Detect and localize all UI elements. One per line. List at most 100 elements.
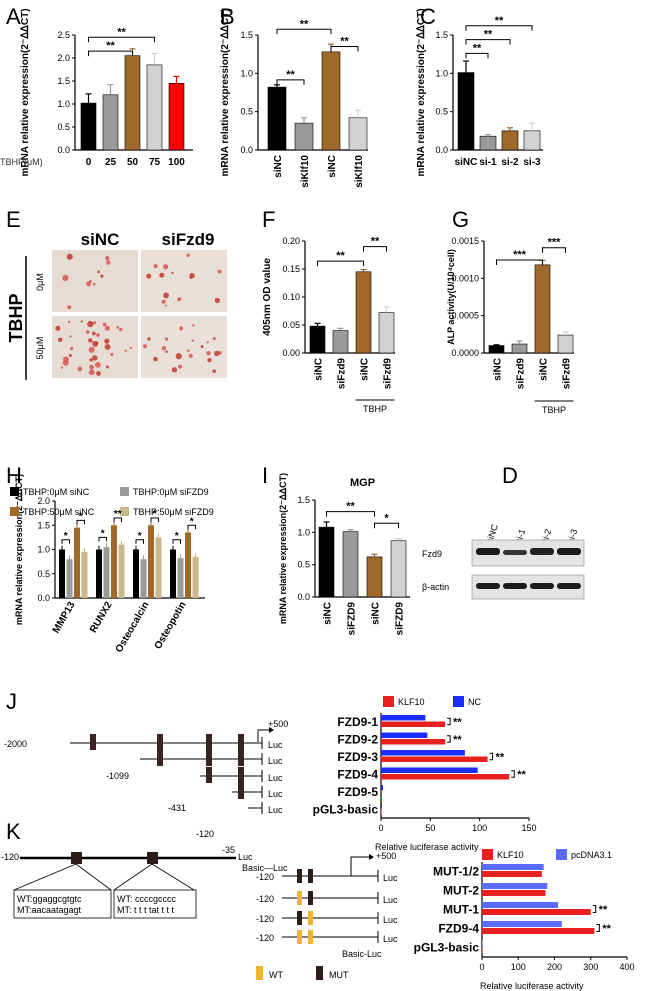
stain-dot	[161, 345, 167, 351]
stain-dot	[153, 264, 158, 269]
blot-band-fzd9-si1	[503, 550, 527, 555]
bar	[381, 715, 426, 721]
legend-swatch	[383, 696, 394, 707]
panel-e-row-label-50: 50μM	[35, 337, 45, 360]
bar	[381, 756, 488, 762]
x-tick-label: 100	[511, 962, 526, 972]
chart-c: 0.0 0.5 1.0 1.5 mRNA relative expression(2⁻ᐃ…	[416, 8, 543, 177]
blot-band-actin-si2	[530, 583, 554, 589]
significance-bracket	[88, 36, 155, 43]
k-mut-site	[308, 891, 313, 905]
k-tss-arrowhead	[369, 854, 374, 860]
stain-dot	[129, 346, 132, 349]
k-mut-site	[297, 869, 302, 883]
k-legend-mut-label: MUT	[329, 970, 349, 980]
k-legend-wt-label: WT	[269, 970, 283, 980]
significance-bracket	[465, 39, 511, 45]
micrograph-sinc-0um	[52, 250, 138, 312]
bar	[348, 117, 368, 151]
stain-dot	[97, 270, 101, 274]
bar	[381, 767, 478, 773]
significance-bracket	[465, 25, 533, 31]
k-seq-box-1	[13, 889, 112, 919]
stain-dot	[177, 297, 182, 302]
x-tick-label: 100	[168, 157, 185, 168]
y-tick-label: 1.5	[240, 30, 253, 40]
panel-letter-h: H	[6, 463, 22, 488]
bar	[111, 525, 117, 598]
stain-dot	[159, 272, 165, 278]
significance-bracket	[326, 511, 375, 517]
y-category-label: pGL3-basic	[313, 802, 379, 816]
stain-dot	[110, 352, 114, 357]
panel-letter-j: J	[6, 689, 17, 714]
stain-dot	[85, 330, 90, 334]
legend-swatch	[10, 507, 19, 516]
stain-dot	[104, 325, 110, 331]
bar	[177, 558, 184, 598]
bar	[80, 102, 97, 151]
panel-letter-c: C	[420, 4, 436, 29]
stain-dot	[89, 364, 94, 370]
chart-h: 0.0 0.5 1.0 1.5 2.0 mRNA relative expression(…	[10, 474, 214, 655]
stain-dot	[80, 320, 83, 323]
bar	[482, 864, 544, 870]
j-binding-site	[206, 750, 212, 766]
j-binding-site	[90, 734, 96, 750]
bar	[482, 890, 546, 896]
k-mt2: MT: t t t tat t t t	[117, 905, 175, 915]
bar	[74, 527, 80, 598]
y-tick-label: 0.5	[57, 122, 70, 132]
stain-dot	[55, 325, 61, 331]
significance-bracket	[374, 522, 399, 529]
legend-swatch	[120, 507, 129, 516]
bar	[381, 802, 382, 808]
legend-label: TBHP:0μM siFZD9	[133, 487, 209, 497]
stain-dot	[212, 369, 217, 374]
micrograph-sifzd9-0um	[141, 250, 227, 312]
significance-label: *	[153, 509, 157, 520]
bar	[479, 135, 497, 151]
significance-bracket	[187, 524, 196, 530]
stain-dot	[164, 337, 169, 341]
bar	[501, 130, 519, 151]
stain-dot	[88, 338, 93, 343]
chart-j: 0 50 100 150 Relative luciferase activity KLF…	[313, 696, 537, 852]
stain-dot	[88, 369, 95, 376]
x-tick-label: siNC	[371, 602, 382, 625]
j-binding-site	[157, 734, 163, 750]
stain-dot	[88, 346, 95, 353]
stain-dot	[116, 326, 120, 329]
bar	[148, 525, 154, 598]
stain-dot	[214, 297, 220, 304]
stain-dot	[164, 304, 167, 307]
panel-d-western-blot: siNC si-1 si-2 si-3 Fzd9 β-actin	[422, 523, 585, 600]
k-wt1: WT:ggaggcgtgtc	[17, 894, 82, 904]
blot-band-fzd9-si3	[557, 548, 581, 555]
y-tick-label: 0.0010	[451, 273, 479, 283]
y-tick-label: 1.0	[240, 68, 253, 78]
x-tick-label: 50	[425, 823, 435, 833]
stain-dot	[77, 366, 83, 372]
stain-dot	[206, 341, 209, 344]
y-tick-label: 0.0005	[451, 311, 479, 321]
x-tick-label: siFzd9	[562, 358, 573, 390]
bar	[482, 883, 548, 889]
significance-bracket	[489, 752, 494, 761]
panel-letter-f: F	[262, 207, 275, 232]
bar	[103, 547, 110, 598]
k-construct-label: -120	[256, 933, 274, 943]
micrograph-sifzd9-50um	[141, 316, 227, 378]
panel-letter-e: E	[6, 207, 21, 232]
panel-e-micrographs: siNC siFzd9 TBHP 0μM 50μM	[6, 230, 227, 380]
panel-letter-g: G	[452, 207, 469, 232]
j-luc-label: Luc	[268, 789, 283, 799]
significance-label: ***	[548, 237, 562, 249]
significance-bracket	[465, 52, 489, 59]
k-tss-arrow	[350, 856, 372, 876]
bar	[155, 537, 162, 598]
stain-dot	[143, 344, 148, 349]
significance-bracket	[496, 259, 543, 266]
bar	[124, 55, 141, 151]
